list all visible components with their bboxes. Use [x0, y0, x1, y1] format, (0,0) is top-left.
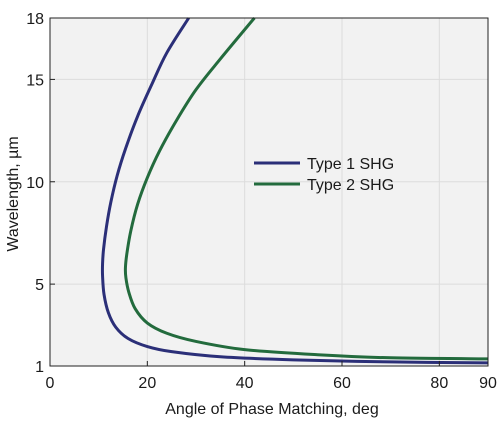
- legend-label-1: Type 1 SHG: [307, 156, 394, 173]
- y-tick-label: 1: [35, 359, 44, 376]
- y-tick-label: 10: [26, 175, 44, 192]
- x-tick-label: 60: [333, 375, 351, 392]
- y-tick-label: 18: [26, 11, 44, 28]
- y-tick-label: 5: [35, 277, 44, 294]
- x-tick-label: 80: [430, 375, 448, 392]
- series-line-1: [100, 17, 489, 365]
- legend: Type 1 SHG Type 2 SHG: [254, 156, 394, 194]
- grid-lines: [50, 18, 488, 366]
- x-axis-ticks: 0 20 40 60 80 90: [46, 361, 497, 392]
- x-tick-label: 20: [138, 375, 156, 392]
- x-axis-label: Angle of Phase Matching, deg: [165, 401, 378, 418]
- legend-label-2: Type 2 SHG: [307, 177, 394, 194]
- x-tick-label: 0: [46, 375, 55, 392]
- y-tick-label: 15: [26, 72, 44, 89]
- x-tick-label: 40: [236, 375, 254, 392]
- series-line-2: [123, 17, 489, 361]
- plot-frame: [49, 17, 489, 367]
- x-tick-label: 90: [479, 375, 497, 392]
- series-group: [100, 17, 489, 365]
- plot-area: [50, 18, 488, 366]
- y-axis-label: Wavelength, µm: [5, 136, 22, 251]
